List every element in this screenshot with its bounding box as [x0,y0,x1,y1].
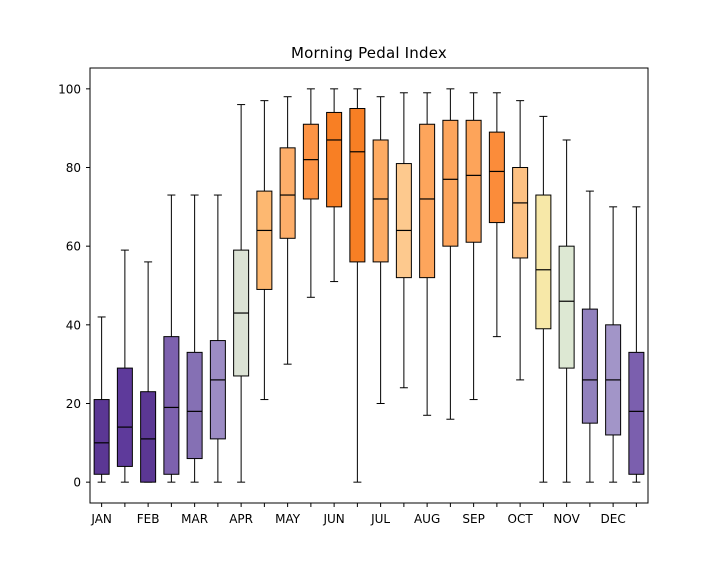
box-rect [256,190,273,290]
x-tick-label: DEC [601,512,626,526]
y-tick-label: 20 [66,397,81,411]
box-rect [512,167,529,259]
y-tick-label: 60 [66,240,81,254]
box-rect [419,123,436,279]
box-rect [395,163,412,279]
box-rect [116,367,133,467]
box-rect [163,336,180,475]
box-rect [279,147,296,239]
box-rect [93,399,110,475]
x-tick-label: FEB [137,512,160,526]
x-tick-label: NOV [553,512,580,526]
axes-frame [89,67,649,504]
x-tick-label: JAN [90,512,112,526]
y-tick-label: 100 [58,82,81,96]
y-tick-label: 40 [66,318,81,332]
box-rect [302,123,319,200]
y-tick-label: 80 [66,161,81,175]
box-rect [349,108,366,263]
box-rect [558,245,575,369]
x-tick-label: MAR [181,512,208,526]
x-tick-label: AUG [414,512,440,526]
box-rect [140,391,157,483]
x-tick-label: APR [229,512,253,526]
x-tick-label: JUN [322,512,344,526]
x-tick-label: SEP [462,512,484,526]
box-rect [465,119,482,243]
box-rect [488,131,505,224]
box-rect [209,340,226,440]
x-tick-label: OCT [508,512,534,526]
box-rect [326,111,343,208]
box-rect [186,351,203,460]
x-tick-label: JUL [370,512,390,526]
box-rect [372,139,389,263]
box-rect [442,119,459,247]
box-rect [581,308,598,424]
box-rect [535,194,552,330]
y-tick-label: 0 [73,476,81,490]
box-rect [628,351,645,475]
x-tick-label: MAY [275,512,301,526]
chart-title: Morning Pedal Index [291,44,447,62]
